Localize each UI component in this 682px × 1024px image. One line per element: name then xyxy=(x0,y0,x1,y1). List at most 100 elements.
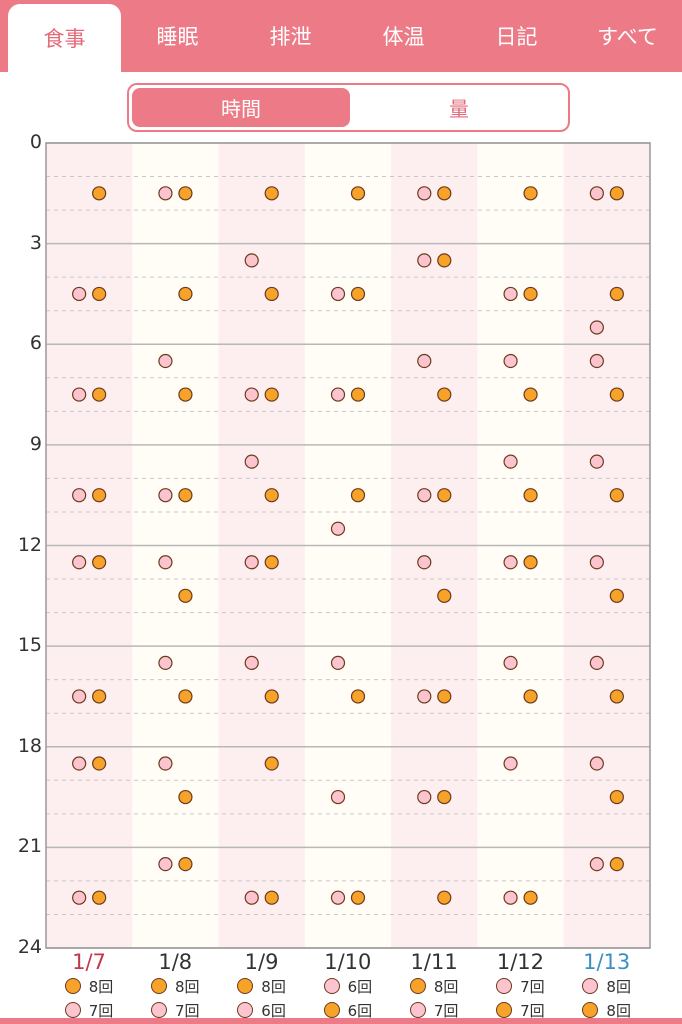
orange-meal-dot xyxy=(178,186,193,201)
chart-border xyxy=(45,142,651,949)
orange-meal-dot xyxy=(609,387,624,402)
y-tick-label: 9 xyxy=(29,432,42,455)
orange-meal-dot xyxy=(178,488,193,503)
orange-meal-dot xyxy=(523,387,538,402)
orange-meal-dot xyxy=(92,689,107,704)
pink-meal-dot xyxy=(330,789,346,805)
amount-view-button[interactable]: 量 xyxy=(449,97,469,121)
pink-meal-dot xyxy=(158,857,173,872)
orange-meal-dot xyxy=(178,857,193,872)
bottom-strip xyxy=(0,1018,682,1024)
pink-meal-dot xyxy=(158,655,173,670)
day-label: 1/11 xyxy=(410,950,458,974)
orange-meal-dot xyxy=(264,286,279,302)
pink-legend-dot xyxy=(64,1002,81,1018)
pink-meal-dot xyxy=(417,253,432,268)
day-count-legend: 6回 xyxy=(305,975,391,997)
count-text: 8回 xyxy=(433,977,459,996)
pink-meal-dot xyxy=(417,488,432,503)
tab-excretion[interactable]: 排泄 xyxy=(269,25,312,49)
pink-meal-dot xyxy=(158,353,173,369)
day-label: 1/8 xyxy=(158,950,193,974)
y-tick-label: 24 xyxy=(17,936,42,958)
day-count-legend: 6回 xyxy=(219,999,305,1021)
pink-legend-dot xyxy=(582,978,599,994)
orange-meal-dot xyxy=(264,488,279,503)
y-tick-label: 15 xyxy=(17,634,42,657)
orange-meal-dot xyxy=(92,286,107,302)
orange-legend-dot xyxy=(64,978,81,994)
pink-meal-dot xyxy=(330,387,346,402)
orange-legend-dot xyxy=(409,978,426,994)
pink-meal-dot xyxy=(330,521,346,536)
orange-meal-dot xyxy=(178,387,193,402)
time-view-button[interactable]: 時間 xyxy=(132,88,350,127)
orange-meal-dot xyxy=(523,555,538,570)
y-tick-label: 0 xyxy=(29,131,42,153)
pink-legend-dot xyxy=(237,1002,254,1018)
orange-meal-dot xyxy=(264,555,279,570)
orange-meal-dot xyxy=(609,186,624,201)
pink-legend-dot xyxy=(323,978,340,994)
pink-meal-dot xyxy=(244,454,259,469)
day-label: 1/7 xyxy=(72,950,106,974)
pink-meal-dot xyxy=(417,689,432,704)
day-label: 1/13 xyxy=(583,950,631,974)
orange-meal-dot xyxy=(437,253,452,268)
pink-meal-dot xyxy=(503,555,518,570)
pink-meal-dot xyxy=(330,890,346,905)
orange-meal-dot xyxy=(350,286,366,302)
pink-meal-dot xyxy=(244,253,259,268)
day-label: 1/12 xyxy=(496,950,544,974)
pink-meal-dot xyxy=(503,353,518,369)
orange-meal-dot xyxy=(437,689,452,704)
orange-meal-dot xyxy=(350,186,366,201)
pink-meal-dot xyxy=(158,186,173,201)
pink-meal-dot xyxy=(72,488,87,503)
orange-meal-dot xyxy=(264,890,279,905)
orange-meal-dot xyxy=(609,689,624,704)
tab-diary[interactable]: 日記 xyxy=(495,25,538,49)
y-tick-label: 21 xyxy=(17,835,42,858)
day-count-legend: 7回 xyxy=(477,975,563,997)
day-count-legend: 8回 xyxy=(564,975,650,997)
pink-meal-dot xyxy=(72,756,87,771)
orange-legend-dot xyxy=(582,1002,599,1018)
orange-meal-dot xyxy=(350,387,366,402)
count-text: 8回 xyxy=(606,977,631,996)
day-label: 1/10 xyxy=(324,950,372,974)
orange-legend-dot xyxy=(323,1002,340,1018)
day-label: 1/9 xyxy=(244,950,279,974)
count-text: 6回 xyxy=(261,1001,286,1020)
orange-meal-dot xyxy=(437,588,452,603)
tab-sleep[interactable]: 睡眠 xyxy=(156,25,199,49)
orange-meal-dot xyxy=(264,689,279,704)
pink-meal-dot xyxy=(589,655,604,670)
pink-meal-dot xyxy=(72,890,87,905)
pink-meal-dot xyxy=(589,857,604,872)
pink-meal-dot xyxy=(158,555,173,570)
tab-all[interactable]: すべて xyxy=(597,25,658,49)
count-text: 8回 xyxy=(88,977,114,996)
orange-legend-dot xyxy=(237,978,254,994)
orange-meal-dot xyxy=(178,789,193,805)
y-tick-label: 3 xyxy=(29,231,42,254)
orange-meal-dot xyxy=(437,488,452,503)
tab-meal[interactable]: 食事 xyxy=(8,4,121,72)
pink-legend-dot xyxy=(409,1002,426,1018)
orange-meal-dot xyxy=(437,890,452,905)
count-text: 6回 xyxy=(347,977,373,996)
day-count-legend: 8回 xyxy=(564,999,650,1021)
pink-meal-dot xyxy=(503,286,518,302)
pink-meal-dot xyxy=(503,454,518,469)
orange-meal-dot xyxy=(609,857,624,872)
orange-legend-dot xyxy=(151,978,167,994)
pink-meal-dot xyxy=(589,320,604,335)
pink-meal-dot xyxy=(72,689,87,704)
orange-meal-dot xyxy=(92,756,107,771)
day-count-legend: 6回 xyxy=(305,999,391,1021)
pink-meal-dot xyxy=(72,387,87,402)
tab-temperature[interactable]: 体温 xyxy=(382,25,425,49)
orange-meal-dot xyxy=(350,890,366,905)
orange-meal-dot xyxy=(178,689,193,704)
